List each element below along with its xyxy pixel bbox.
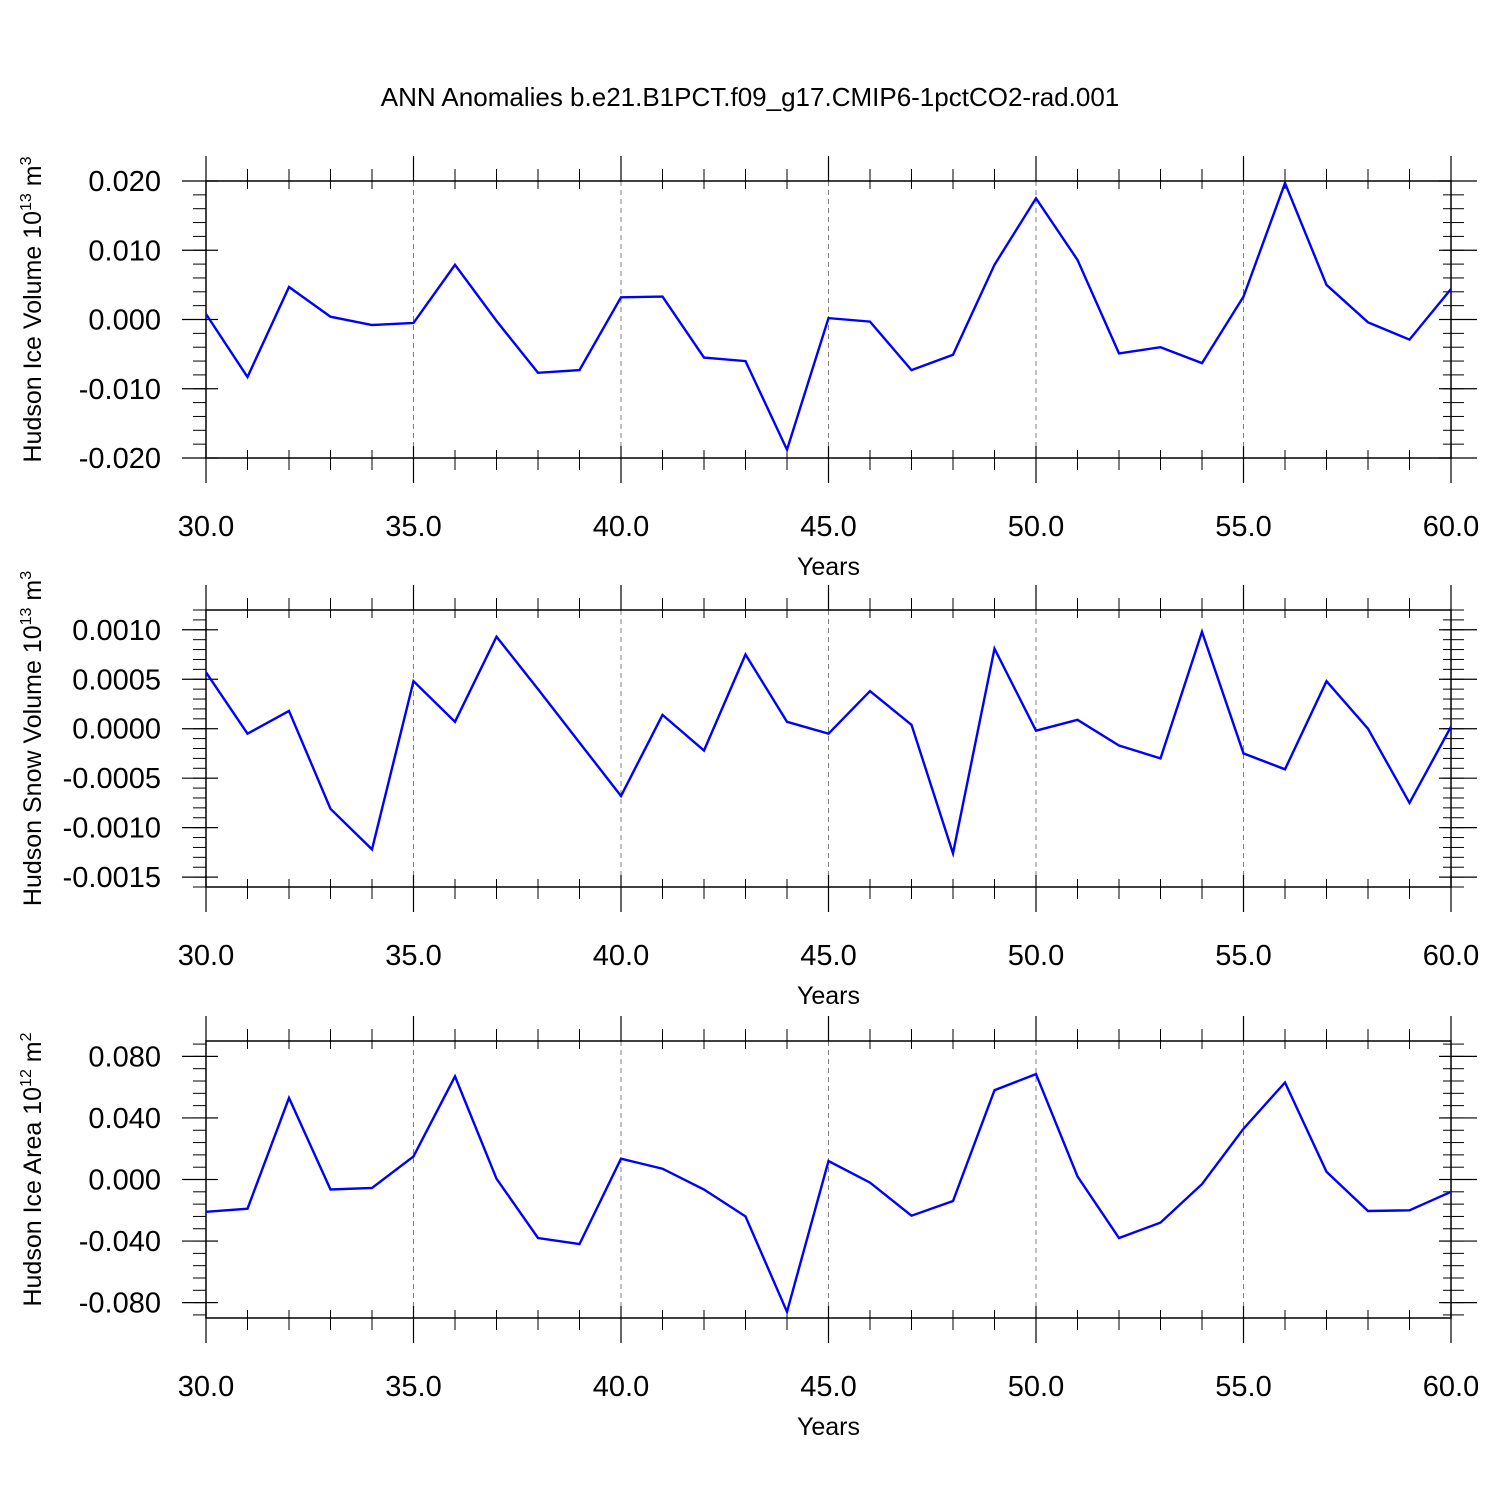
- y-axis-title-base: Hudson Ice Volume 10: [19, 211, 47, 463]
- x-tick-label: 55.0: [1215, 511, 1271, 543]
- x-tick-label: 35.0: [385, 511, 441, 543]
- x-tick-label: 60.0: [1423, 511, 1479, 543]
- y-tick-label: -0.0010: [63, 813, 161, 845]
- y-tick-label: -0.0015: [63, 862, 161, 894]
- y-axis-title-unit: m: [19, 580, 47, 608]
- y-tick-label: 0.000: [88, 1165, 161, 1197]
- plot-frame: [205, 1040, 1452, 1319]
- x-tick-label: 60.0: [1423, 1371, 1479, 1403]
- y-axis-title-unit: m: [19, 165, 47, 193]
- y-tick-label: 0.0010: [72, 615, 161, 647]
- x-tick-label: 30.0: [178, 511, 234, 543]
- series-line: [205, 1072, 1452, 1316]
- plot-frame: [205, 609, 1452, 888]
- y-tick-label: 0.0005: [72, 664, 161, 696]
- y-axis-title: Hudson Snow Volume 1013 m3: [18, 571, 47, 906]
- x-tick-label: 55.0: [1215, 940, 1271, 972]
- plot-frame: [205, 180, 1452, 459]
- y-tick-label: 0.040: [88, 1103, 161, 1135]
- y-axis-title: Hudson Ice Area 1012 m2: [18, 1032, 47, 1306]
- y-tick-label: -0.020: [79, 443, 161, 475]
- y-axis-title-exponent: 13: [18, 607, 35, 625]
- x-tick-label: 35.0: [385, 940, 441, 972]
- x-tick-label: 50.0: [1008, 1371, 1064, 1403]
- y-tick-label: 0.010: [88, 235, 161, 267]
- y-tick-label: 0.000: [88, 305, 161, 337]
- x-tick-label: 60.0: [1423, 940, 1479, 972]
- x-tick-label: 30.0: [178, 940, 234, 972]
- x-tick-label: 50.0: [1008, 940, 1064, 972]
- x-tick-label: 55.0: [1215, 1371, 1271, 1403]
- chart-panel-2: 30.0 35.0 40.0 45.0 50.0 55.0 60.0 -0.0015 -0.00…: [18, 571, 1479, 1010]
- y-tick-label: 0.080: [88, 1041, 161, 1073]
- series-line: [205, 628, 1453, 859]
- y-tick-label: -0.080: [79, 1288, 161, 1320]
- x-tick-label: 35.0: [385, 1371, 441, 1403]
- y-axis-title-unit-exponent: 2: [18, 1032, 35, 1041]
- y-tick-label: 0.020: [88, 166, 161, 198]
- x-tick-label: 40.0: [593, 940, 649, 972]
- y-tick-label: -0.0005: [63, 763, 161, 795]
- chart-panel-3: 30.0 35.0 40.0 45.0 50.0 55.0 60.0 -0.080 -0.040…: [18, 1016, 1479, 1441]
- x-tick-label: 40.0: [593, 511, 649, 543]
- x-axis-title: Years: [797, 1413, 860, 1441]
- x-tick-label: 50.0: [1008, 511, 1064, 543]
- x-axis-title: Years: [797, 982, 860, 1010]
- y-axis-title: Hudson Ice Volume 1013 m3: [18, 156, 47, 462]
- chart-panel-1: 30.0 35.0 40.0 45.0 50.0 55.0 60.0 -0.020 -0.010…: [18, 156, 1479, 581]
- y-tick-label: -0.040: [79, 1226, 161, 1258]
- x-axis-title: Years: [797, 553, 860, 581]
- y-axis-title-base: Hudson Ice Area 10: [19, 1087, 47, 1307]
- y-tick-label: -0.010: [79, 374, 161, 406]
- x-tick-label: 45.0: [800, 1371, 856, 1403]
- y-axis-title-exponent: 12: [18, 1069, 35, 1087]
- y-tick-label: 0.0000: [72, 714, 161, 746]
- x-tick-label: 45.0: [800, 940, 856, 972]
- y-axis-title-exponent: 13: [18, 193, 35, 211]
- y-axis-title-base: Hudson Snow Volume 10: [19, 625, 47, 906]
- y-axis-title-unit: m: [19, 1041, 47, 1069]
- figure-title: ANN Anomalies b.e21.B1PCT.f09_g17.CMIP6-…: [380, 82, 1120, 112]
- x-tick-label: 30.0: [178, 1371, 234, 1403]
- x-tick-label: 40.0: [593, 1371, 649, 1403]
- y-axis-title-unit-exponent: 3: [18, 571, 35, 580]
- y-axis-title-unit-exponent: 3: [18, 156, 35, 165]
- series-line: [204, 179, 1452, 453]
- x-tick-label: 45.0: [800, 511, 856, 543]
